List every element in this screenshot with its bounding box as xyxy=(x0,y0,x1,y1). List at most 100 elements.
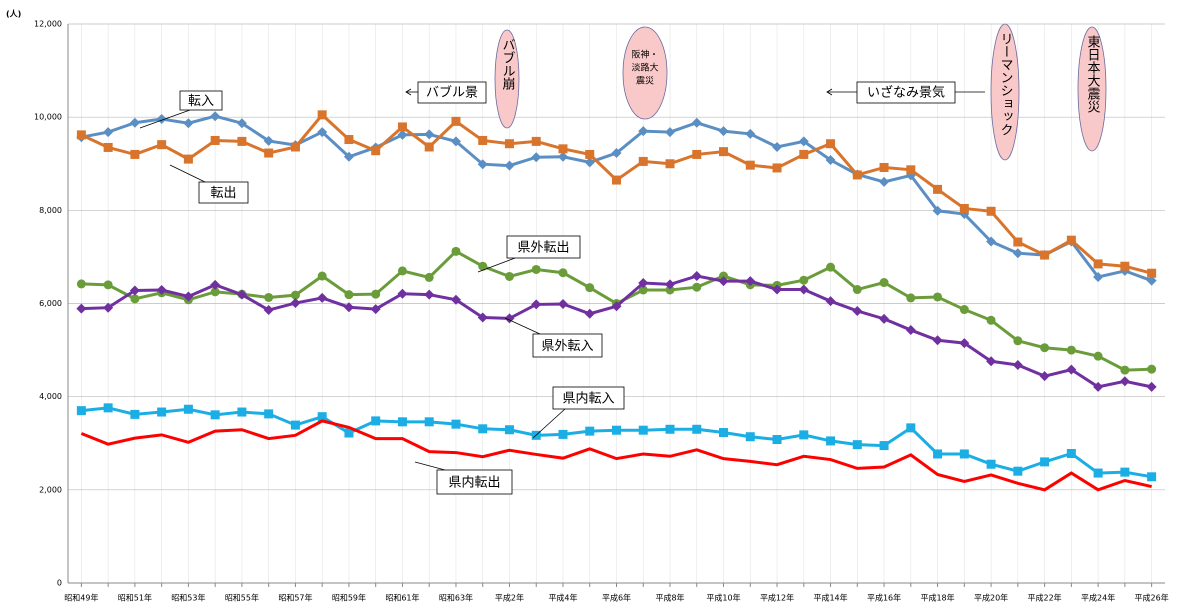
marker xyxy=(237,407,247,417)
event-oval xyxy=(494,29,520,129)
series-line xyxy=(80,419,1152,492)
x-tick-label: 平成8年 xyxy=(655,593,684,603)
marker xyxy=(611,148,622,159)
x-tick-label: 昭和49年 xyxy=(64,593,98,603)
marker xyxy=(103,142,113,152)
x-tick-label: 平成16年 xyxy=(867,593,901,603)
marker xyxy=(825,296,836,307)
marker xyxy=(906,165,916,175)
x-tick-label: 平成14年 xyxy=(813,593,847,603)
marker xyxy=(210,279,221,290)
marker xyxy=(558,429,568,439)
marker xyxy=(130,294,140,304)
callout-leader xyxy=(504,317,541,335)
marker xyxy=(612,175,621,185)
marker xyxy=(611,301,622,312)
marker xyxy=(879,441,889,451)
marker xyxy=(317,271,327,281)
annotation-box xyxy=(856,81,956,104)
marker xyxy=(1012,248,1023,259)
marker xyxy=(317,127,328,138)
marker xyxy=(557,151,568,162)
marker xyxy=(879,162,889,172)
callout-leader xyxy=(532,408,566,439)
marker xyxy=(103,127,114,138)
marker xyxy=(451,246,461,256)
marker xyxy=(745,128,756,139)
marker xyxy=(424,142,434,152)
marker xyxy=(236,289,247,300)
marker xyxy=(718,126,729,137)
marker xyxy=(129,285,140,296)
marker xyxy=(397,122,407,132)
marker xyxy=(665,127,676,138)
marker xyxy=(584,157,595,168)
marker xyxy=(691,271,702,282)
marker xyxy=(1120,261,1130,271)
marker xyxy=(905,325,916,336)
event-oval xyxy=(1077,26,1107,152)
event-label: 淡路大 xyxy=(631,62,658,74)
callout-box xyxy=(506,235,581,259)
callout-leader xyxy=(414,461,446,471)
marker xyxy=(1119,376,1130,387)
x-tick-label: 平成2年 xyxy=(495,593,524,603)
marker xyxy=(772,284,783,295)
marker xyxy=(76,406,86,416)
x-tick-label: 平成4年 xyxy=(548,593,577,603)
marker xyxy=(1066,448,1076,458)
series-label: 転入 xyxy=(188,94,214,109)
marker xyxy=(504,425,514,435)
event-label: バブル崩 xyxy=(500,38,516,91)
marker xyxy=(825,155,836,166)
event-oval xyxy=(622,26,668,120)
marker xyxy=(933,184,943,194)
x-tick-label: 平成18年 xyxy=(920,593,954,603)
marker xyxy=(157,407,167,417)
series-label: 県内転入 xyxy=(562,391,614,407)
event-label: リーマンショック xyxy=(998,32,1013,136)
marker xyxy=(665,424,675,434)
marker xyxy=(1146,381,1157,392)
marker xyxy=(879,176,890,187)
marker xyxy=(772,141,783,152)
event-label: 震災 xyxy=(636,76,654,87)
marker xyxy=(745,432,755,442)
marker xyxy=(933,292,943,302)
marker xyxy=(585,149,595,159)
callout-box xyxy=(436,469,513,495)
marker xyxy=(103,403,113,413)
x-tick-label: 平成20年 xyxy=(974,593,1008,603)
marker xyxy=(879,278,889,288)
marker xyxy=(210,287,220,297)
marker xyxy=(317,110,327,120)
arrow-head xyxy=(826,88,833,96)
annotation-box xyxy=(417,81,487,104)
marker xyxy=(344,135,354,145)
callout-box xyxy=(552,386,625,410)
series-label: 県内転出 xyxy=(448,475,500,491)
x-tick-label: 平成6年 xyxy=(602,593,631,603)
arrow-head xyxy=(405,88,412,96)
marker xyxy=(584,308,595,319)
event-oval xyxy=(990,23,1020,161)
marker xyxy=(450,136,461,147)
marker xyxy=(210,135,220,145)
marker xyxy=(397,288,408,299)
marker xyxy=(451,419,461,429)
x-tick-label: 昭和53年 xyxy=(171,593,205,603)
marker xyxy=(1093,351,1103,361)
marker xyxy=(371,146,381,156)
marker xyxy=(772,435,782,445)
event-label: 阪神・ xyxy=(631,49,658,61)
marker xyxy=(986,315,996,325)
marker xyxy=(852,285,862,295)
marker xyxy=(183,404,193,414)
marker xyxy=(317,412,327,422)
marker xyxy=(826,262,836,272)
marker xyxy=(344,290,354,300)
marker xyxy=(879,313,890,324)
marker xyxy=(290,290,300,300)
marker xyxy=(1093,259,1103,269)
